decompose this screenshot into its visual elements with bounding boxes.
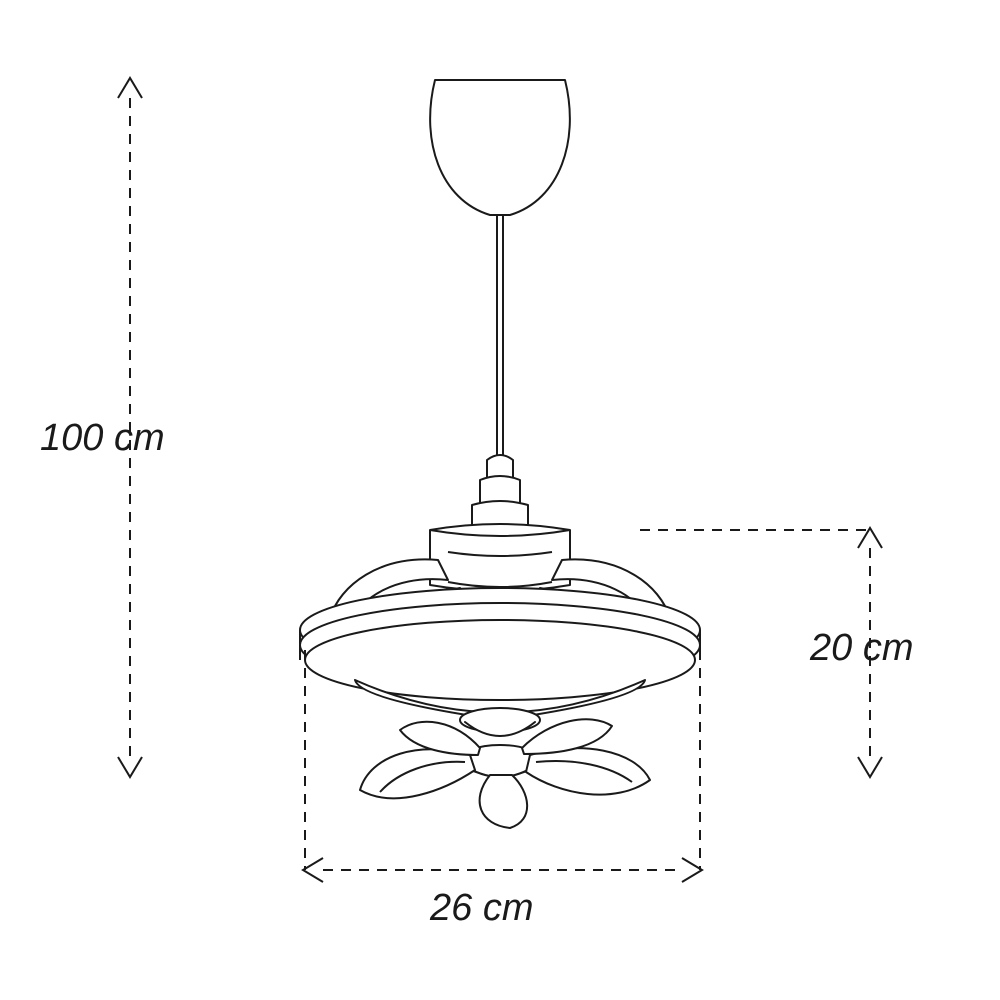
label-height-body: 20 cm bbox=[809, 627, 913, 669]
label-width: 26 cm bbox=[429, 887, 533, 929]
label-height-total: 100 cm bbox=[40, 417, 165, 459]
dimension-height-total: 100 cm bbox=[40, 78, 165, 777]
product-drawing bbox=[300, 80, 700, 828]
dimension-diagram: 100 cm 20 cm 26 cm bbox=[0, 0, 1000, 1000]
